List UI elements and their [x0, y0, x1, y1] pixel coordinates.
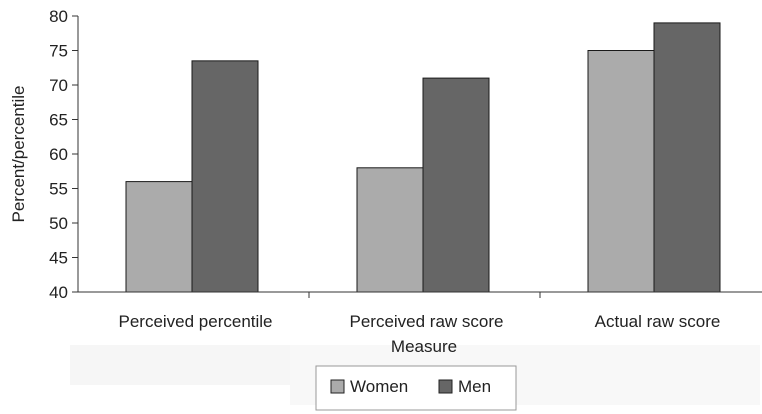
x-axis-ticks	[308, 292, 541, 298]
y-tick-label: 75	[49, 42, 68, 61]
legend-box	[315, 365, 517, 411]
legend: Women Men	[315, 365, 517, 411]
category-label: Actual raw score	[595, 312, 721, 331]
bar-women-2	[356, 167, 424, 293]
bar-women-3	[587, 50, 655, 293]
y-tick-label: 55	[49, 180, 68, 199]
bars	[125, 22, 721, 293]
x-axis-title: Measure	[391, 337, 457, 356]
legend-swatch-men	[438, 379, 453, 394]
y-axis-ticks: 40 45 50 55 60 65 70 75 80	[49, 7, 78, 302]
bar-women-1	[125, 181, 193, 293]
y-axis-title: Percent/percentile	[9, 85, 28, 222]
y-tick-label: 50	[49, 214, 68, 233]
bar-men-3	[653, 22, 721, 293]
y-tick-label: 60	[49, 145, 68, 164]
bar-men-2	[422, 77, 490, 293]
category-label: Perceived percentile	[118, 312, 272, 331]
category-labels: Perceived percentile Perceived raw score A…	[118, 312, 720, 331]
category-label: Perceived raw score	[349, 312, 503, 331]
legend-swatch-women	[330, 379, 345, 394]
y-tick-label: 45	[49, 249, 68, 268]
bar-men-1	[191, 60, 259, 293]
y-tick-label: 65	[49, 111, 68, 130]
y-tick-label: 80	[49, 7, 68, 26]
y-tick-label: 70	[49, 76, 68, 95]
legend-label-women: Women	[350, 377, 408, 396]
y-tick-label: 40	[49, 283, 68, 302]
legend-label-men: Men	[458, 377, 491, 396]
